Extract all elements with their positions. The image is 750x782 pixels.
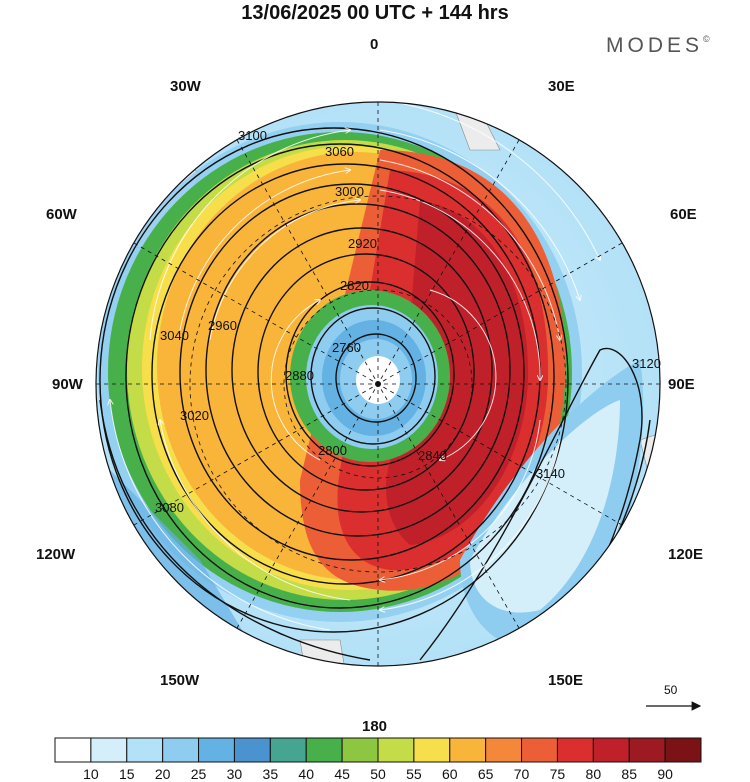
colorbar-swatch	[592, 737, 630, 763]
pole-marker	[375, 381, 381, 387]
lon-label-30e: 30E	[548, 78, 575, 95]
colorbar-swatch	[413, 737, 451, 763]
contour-label: 2800	[318, 443, 347, 458]
reference-vector-label: 50	[664, 683, 678, 697]
madagascar-land	[589, 147, 623, 176]
colorbar-tick-label: 20	[154, 766, 171, 782]
lon-label-150e: 150E	[548, 672, 584, 689]
colorbar-tick-label: 75	[549, 766, 566, 782]
contour-label: 2960	[208, 318, 237, 333]
lon-label-120e: 120E	[668, 546, 704, 563]
colorbar-tick-label: 65	[477, 766, 494, 782]
colorbar-tick-label: 55	[406, 766, 422, 782]
colorbar-tick-label: 10	[83, 766, 99, 782]
colorbar-swatch	[54, 737, 92, 763]
colorbar-swatch	[233, 737, 271, 763]
colorbar-swatch	[305, 737, 343, 763]
copyright-mark: ©	[703, 34, 710, 44]
lon-label-0: 0	[370, 36, 379, 53]
colorbar-tick-label: 90	[657, 766, 673, 782]
colorbar	[54, 737, 702, 763]
contour-label: 3100	[238, 128, 267, 143]
contour-lines	[99, 127, 651, 666]
contour-label: 3120	[632, 356, 661, 371]
lon-label-60e: 60E	[670, 206, 697, 223]
lon-label-30w: 30W	[170, 78, 201, 95]
contour-label: 3000	[335, 184, 364, 199]
contour-labels: 2760 2800 2820 2840 2880 2920 2960 3000 …	[155, 128, 661, 515]
colorbar-tick-label: 35	[262, 766, 279, 782]
map-title: 13/06/2025 00 UTC + 144 hrs	[241, 2, 509, 24]
lon-label-90w: 90W	[52, 376, 83, 393]
contour-label: 3080	[155, 500, 184, 515]
colorbar-tick-label: 60	[441, 766, 458, 782]
colorbar-tick-label: 40	[298, 766, 314, 782]
lon-label-180: 180	[362, 718, 388, 735]
contour-label: 3060	[325, 144, 354, 159]
colorbar-swatch	[664, 737, 702, 763]
colorbar-swatch	[126, 737, 164, 763]
contour-label: 3040	[160, 328, 189, 343]
contour-label: 2820	[340, 278, 369, 293]
brand-logo: MODES©	[606, 34, 710, 58]
colorbar-swatch	[90, 737, 128, 763]
colorbar-tick-label: 25	[190, 766, 207, 782]
colorbar-swatch	[377, 737, 415, 763]
contour-label: 2920	[348, 236, 377, 251]
colorbar-tick-label: 45	[334, 766, 350, 782]
wind-speed-field	[96, 102, 660, 666]
brand-text: MODES	[606, 34, 704, 57]
colorbar-swatch	[341, 737, 379, 763]
lon-label-90e: 90E	[668, 376, 695, 393]
colorbar-tick-label: 85	[621, 766, 637, 782]
colorbar-swatch	[198, 737, 235, 763]
new-zealand-land	[299, 639, 351, 666]
colorbar-swatch	[269, 737, 307, 763]
contour-label: 3020	[180, 408, 209, 423]
lon-label-150w: 150W	[160, 672, 200, 689]
colorbar-tick-label: 15	[118, 766, 135, 782]
colorbar-swatch	[556, 737, 594, 763]
colorbar-swatch	[628, 737, 666, 763]
colorbar-tick-label: 30	[226, 766, 243, 782]
contour-label: 2880	[285, 368, 314, 383]
contour-label: 2760	[332, 340, 361, 355]
lon-label-60w: 60W	[46, 206, 77, 223]
colorbar-swatch	[162, 737, 200, 763]
colorbar-tick-label: 70	[513, 766, 530, 782]
colorbar-swatch	[485, 737, 523, 763]
colorbar-tick-label: 50	[370, 766, 386, 782]
contour-label: 2840	[418, 448, 447, 463]
map-boundary	[95, 101, 661, 667]
colorbar-swatch	[521, 737, 558, 763]
contour-label: 3140	[536, 466, 565, 481]
lon-label-120w: 120W	[36, 546, 76, 563]
colorbar-tick-label: 80	[585, 766, 602, 782]
colorbar-swatch	[449, 737, 487, 763]
